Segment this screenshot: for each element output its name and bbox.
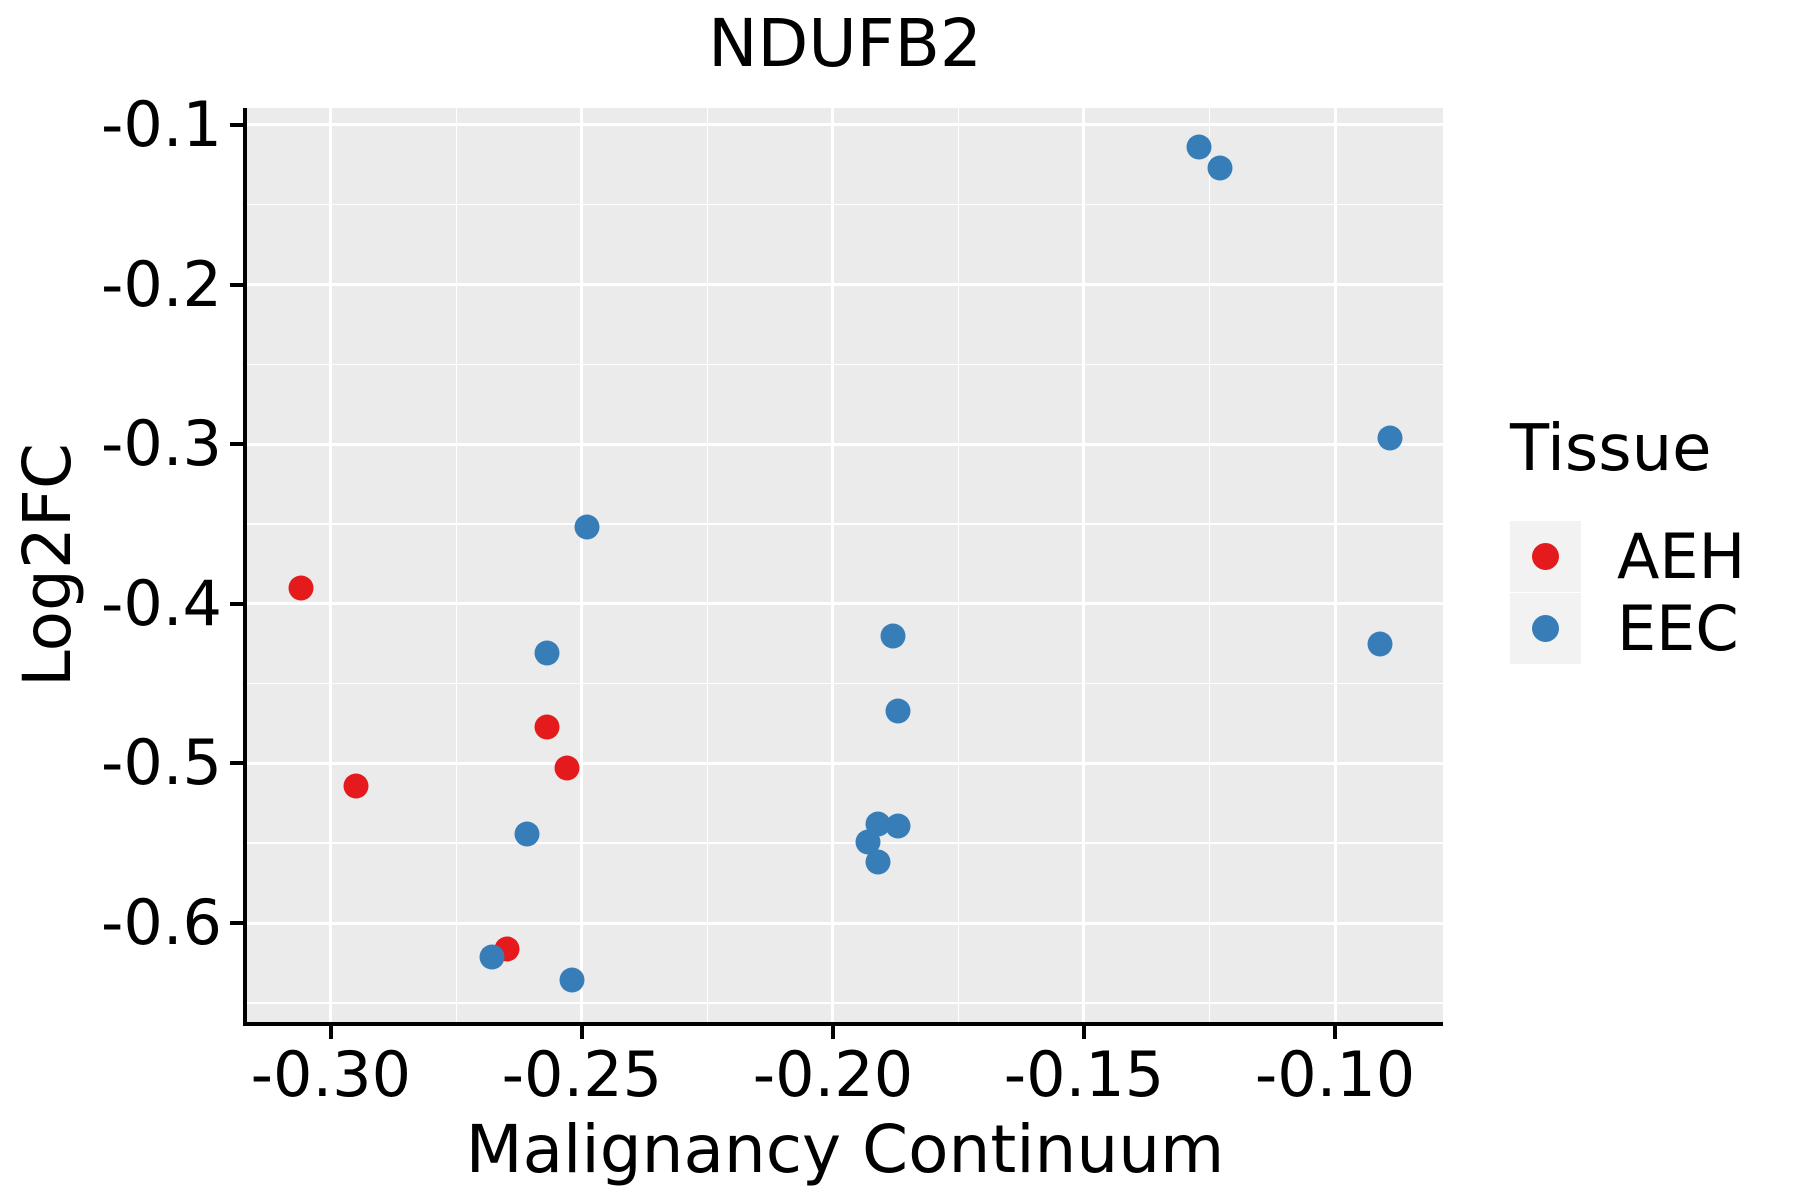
x-major-gridline <box>1333 108 1337 1022</box>
plot-panel <box>247 108 1443 1022</box>
data-point-eec <box>885 813 911 839</box>
data-point-aeh <box>554 755 580 781</box>
y-tick-label: -0.1 <box>101 87 222 161</box>
chart-title: NDUFB2 <box>708 5 982 82</box>
y-tick <box>230 761 243 766</box>
y-tick-label: -0.3 <box>101 407 222 481</box>
y-tick-label: -0.5 <box>101 726 222 800</box>
x-tick <box>1081 1026 1086 1039</box>
x-major-gridline <box>831 108 835 1022</box>
x-tick-label: -0.15 <box>1003 1038 1165 1111</box>
data-point-eec <box>559 967 585 993</box>
y-tick <box>230 122 243 127</box>
x-major-gridline <box>1082 108 1086 1022</box>
data-point-eec <box>1377 425 1403 451</box>
x-major-gridline <box>329 108 333 1022</box>
legend-title: Tissue <box>1510 412 1712 486</box>
data-point-eec <box>1186 134 1212 160</box>
y-tick <box>230 921 243 926</box>
y-minor-gridline <box>247 842 1443 844</box>
legend-label-eec: EEC <box>1617 591 1739 665</box>
y-tick <box>230 442 243 447</box>
y-minor-gridline <box>247 682 1443 685</box>
x-tick <box>579 1026 584 1039</box>
eec-dot-icon <box>1532 614 1559 642</box>
data-point-eec <box>479 944 505 970</box>
legend-key-eec <box>1510 592 1581 664</box>
legend-label-aeh: AEH <box>1617 519 1746 593</box>
data-point-eec <box>534 640 560 666</box>
x-tick <box>1333 1026 1338 1039</box>
y-major-gridline <box>247 283 1443 287</box>
y-major-gridline <box>247 442 1443 446</box>
legend: Tissue AEH EEC <box>1510 412 1746 665</box>
y-minor-gridline <box>247 523 1443 525</box>
x-tick <box>830 1026 835 1039</box>
legend-key-aeh <box>1510 520 1581 592</box>
data-point-eec <box>885 698 911 724</box>
data-point-aeh <box>288 575 314 601</box>
x-tick-label: -0.25 <box>501 1038 663 1111</box>
y-major-gridline <box>247 123 1443 127</box>
y-major-gridline <box>247 761 1443 765</box>
y-minor-gridline <box>247 363 1443 366</box>
x-major-gridline <box>580 108 584 1022</box>
data-point-eec <box>865 849 891 875</box>
data-point-aeh <box>534 714 560 740</box>
y-axis-line <box>243 108 247 1026</box>
legend-item-aeh: AEH <box>1510 519 1746 593</box>
y-tick-label: -0.6 <box>101 886 222 960</box>
x-axis-label: Malignancy Continuum <box>465 1111 1225 1188</box>
y-tick <box>230 282 243 287</box>
y-minor-gridline <box>247 1002 1443 1004</box>
data-point-eec <box>880 623 906 649</box>
y-tick <box>230 601 243 606</box>
data-point-eec <box>1207 155 1233 181</box>
x-minor-gridline <box>455 108 458 1022</box>
y-tick-label: -0.4 <box>101 566 222 640</box>
y-major-gridline <box>247 921 1443 925</box>
legend-item-eec: EEC <box>1510 591 1745 665</box>
x-minor-gridline <box>957 108 960 1022</box>
y-minor-gridline <box>247 203 1443 206</box>
x-minor-gridline <box>1208 108 1211 1022</box>
x-minor-gridline <box>706 108 709 1022</box>
x-tick <box>328 1026 333 1039</box>
data-point-eec <box>1367 631 1393 657</box>
data-point-aeh <box>343 773 369 799</box>
aeh-dot-icon <box>1532 542 1559 570</box>
y-tick-label: -0.2 <box>101 247 222 321</box>
x-tick-label: -0.20 <box>752 1038 914 1111</box>
y-major-gridline <box>247 602 1443 606</box>
x-tick-label: -0.10 <box>1254 1038 1416 1111</box>
data-point-eec <box>574 514 600 540</box>
x-axis-line <box>243 1022 1443 1026</box>
data-point-eec <box>514 821 540 847</box>
x-tick-label: -0.30 <box>250 1038 412 1111</box>
